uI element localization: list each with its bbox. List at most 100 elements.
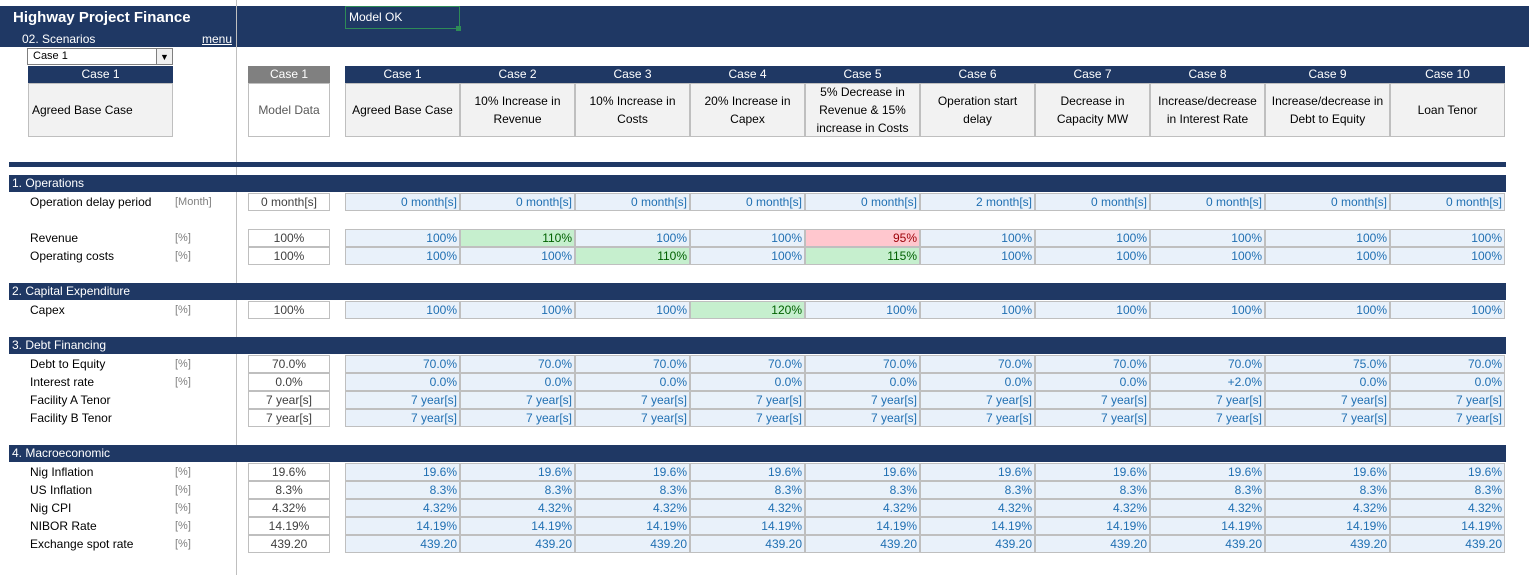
model-data-cell[interactable]: 0 month[s] xyxy=(248,193,330,211)
case-input-cell[interactable]: 4.32% xyxy=(690,499,805,517)
case-input-cell[interactable]: 100% xyxy=(1265,301,1390,319)
case-input-cell[interactable]: 14.19% xyxy=(1150,517,1265,535)
case-input-cell[interactable]: 7 year[s] xyxy=(460,409,575,427)
case-input-cell[interactable]: 70.0% xyxy=(1390,355,1505,373)
case-input-cell[interactable]: 19.6% xyxy=(1390,463,1505,481)
case-input-cell[interactable]: 70.0% xyxy=(460,355,575,373)
case-input-cell[interactable]: 4.32% xyxy=(1035,499,1150,517)
chevron-down-icon[interactable]: ▼ xyxy=(156,49,172,64)
case-input-cell[interactable]: 0 month[s] xyxy=(575,193,690,211)
model-data-cell[interactable]: 100% xyxy=(248,301,330,319)
case-input-cell[interactable]: 0 month[s] xyxy=(690,193,805,211)
case-input-cell[interactable]: 0 month[s] xyxy=(460,193,575,211)
case-input-cell[interactable]: 439.20 xyxy=(1150,535,1265,553)
case-input-cell[interactable]: 7 year[s] xyxy=(1035,409,1150,427)
case-input-cell[interactable]: 100% xyxy=(460,247,575,265)
case-input-cell[interactable]: 0.0% xyxy=(460,373,575,391)
case-description-10[interactable]: Loan Tenor xyxy=(1390,83,1505,137)
case-input-cell[interactable]: 7 year[s] xyxy=(920,409,1035,427)
case-input-cell[interactable]: 7 year[s] xyxy=(460,391,575,409)
case-input-cell[interactable]: 7 year[s] xyxy=(575,391,690,409)
case-input-cell[interactable]: 70.0% xyxy=(805,355,920,373)
case-input-cell[interactable]: 19.6% xyxy=(575,463,690,481)
case-input-cell[interactable]: 100% xyxy=(1035,247,1150,265)
case-input-cell[interactable]: 7 year[s] xyxy=(690,391,805,409)
case-input-cell[interactable]: 70.0% xyxy=(920,355,1035,373)
case-input-cell[interactable]: 0.0% xyxy=(1035,373,1150,391)
case-input-cell[interactable]: 0.0% xyxy=(1265,373,1390,391)
case-input-cell[interactable]: 19.6% xyxy=(345,463,460,481)
case-dropdown[interactable]: Case 1 ▼ xyxy=(27,48,173,65)
case-input-cell[interactable]: 8.3% xyxy=(1035,481,1150,499)
case-input-cell[interactable]: 19.6% xyxy=(460,463,575,481)
case-input-cell[interactable]: 4.32% xyxy=(575,499,690,517)
case-input-cell[interactable]: 8.3% xyxy=(575,481,690,499)
case-input-cell[interactable]: 70.0% xyxy=(690,355,805,373)
case-input-cell[interactable]: 19.6% xyxy=(1265,463,1390,481)
case-input-cell[interactable]: 100% xyxy=(805,301,920,319)
model-data-cell[interactable]: 100% xyxy=(248,229,330,247)
case-description-8[interactable]: Increase/decrease in Interest Rate xyxy=(1150,83,1265,137)
case-input-cell[interactable]: 70.0% xyxy=(345,355,460,373)
case-input-cell[interactable]: 14.19% xyxy=(1390,517,1505,535)
case-input-cell[interactable]: 0.0% xyxy=(805,373,920,391)
case-input-cell[interactable]: 19.6% xyxy=(1035,463,1150,481)
case-input-cell[interactable]: 100% xyxy=(690,229,805,247)
case-description-4[interactable]: 20% Increase in Capex xyxy=(690,83,805,137)
case-input-cell[interactable]: 8.3% xyxy=(345,481,460,499)
model-data-cell[interactable]: 4.32% xyxy=(248,499,330,517)
case-input-cell[interactable]: 100% xyxy=(575,229,690,247)
case-input-cell[interactable]: 7 year[s] xyxy=(920,391,1035,409)
case-input-cell[interactable]: 14.19% xyxy=(1265,517,1390,535)
case-input-cell[interactable]: 8.3% xyxy=(690,481,805,499)
case-input-cell[interactable]: 7 year[s] xyxy=(1150,391,1265,409)
case-input-cell[interactable]: 14.19% xyxy=(460,517,575,535)
case-input-cell[interactable]: 439.20 xyxy=(805,535,920,553)
case-input-cell[interactable]: 439.20 xyxy=(575,535,690,553)
case-input-cell[interactable]: 0 month[s] xyxy=(1035,193,1150,211)
case-input-cell[interactable]: 7 year[s] xyxy=(575,409,690,427)
case-input-cell[interactable]: 100% xyxy=(920,247,1035,265)
case-input-cell[interactable]: 4.32% xyxy=(345,499,460,517)
case-input-cell[interactable]: 100% xyxy=(1035,229,1150,247)
case-input-cell[interactable]: 100% xyxy=(345,229,460,247)
model-data-cell[interactable]: 0.0% xyxy=(248,373,330,391)
case-input-cell[interactable]: 8.3% xyxy=(920,481,1035,499)
case-description-1[interactable]: Agreed Base Case xyxy=(345,83,460,137)
case-input-cell[interactable]: 7 year[s] xyxy=(345,409,460,427)
case-input-cell[interactable]: 4.32% xyxy=(1265,499,1390,517)
case-input-cell[interactable]: 70.0% xyxy=(1035,355,1150,373)
case-input-cell[interactable]: 0.0% xyxy=(1390,373,1505,391)
model-data-cell[interactable]: 7 year[s] xyxy=(248,391,330,409)
case-input-cell[interactable]: 100% xyxy=(345,301,460,319)
case-input-cell[interactable]: 7 year[s] xyxy=(1265,409,1390,427)
case-input-cell[interactable]: 2 month[s] xyxy=(920,193,1035,211)
case-input-cell[interactable]: 7 year[s] xyxy=(1035,391,1150,409)
case-input-cell[interactable]: 100% xyxy=(1390,229,1505,247)
case-input-cell[interactable]: 100% xyxy=(1150,301,1265,319)
case-input-cell[interactable]: 439.20 xyxy=(460,535,575,553)
case-input-cell[interactable]: 439.20 xyxy=(690,535,805,553)
model-data-cell[interactable]: 439.20 xyxy=(248,535,330,553)
case-input-cell[interactable]: 0 month[s] xyxy=(345,193,460,211)
model-status-cell[interactable]: Model OK xyxy=(345,6,460,29)
case-input-cell[interactable]: 100% xyxy=(690,247,805,265)
case-input-cell[interactable]: 100% xyxy=(575,301,690,319)
case-input-cell[interactable]: 115% xyxy=(805,247,920,265)
case-input-cell[interactable]: 100% xyxy=(1150,229,1265,247)
case-input-cell[interactable]: 0 month[s] xyxy=(805,193,920,211)
case-input-cell[interactable]: 7 year[s] xyxy=(345,391,460,409)
case-description-3[interactable]: 10% Increase in Costs xyxy=(575,83,690,137)
case-input-cell[interactable]: 100% xyxy=(460,301,575,319)
case-input-cell[interactable]: 0.0% xyxy=(920,373,1035,391)
case-input-cell[interactable]: 100% xyxy=(1390,301,1505,319)
case-description-6[interactable]: Operation start delay xyxy=(920,83,1035,137)
case-input-cell[interactable]: 7 year[s] xyxy=(1390,391,1505,409)
case-input-cell[interactable]: 100% xyxy=(920,301,1035,319)
case-input-cell[interactable]: 4.32% xyxy=(920,499,1035,517)
case-input-cell[interactable]: 8.3% xyxy=(1150,481,1265,499)
case-description-5[interactable]: 5% Decrease in Revenue & 15% increase in… xyxy=(805,83,920,137)
model-data-cell[interactable]: 100% xyxy=(248,247,330,265)
case-input-cell[interactable]: 100% xyxy=(1390,247,1505,265)
case-input-cell[interactable]: 14.19% xyxy=(345,517,460,535)
